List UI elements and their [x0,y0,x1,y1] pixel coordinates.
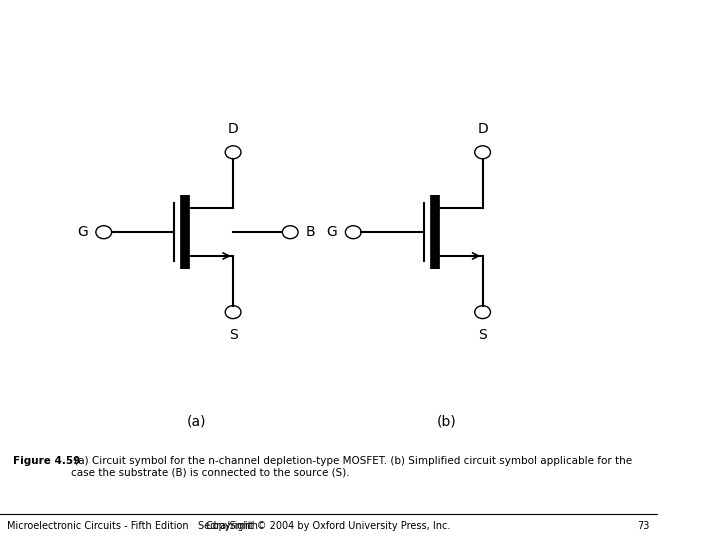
Text: (a) Circuit symbol for the n-channel depletion-type MOSFET. (b) Simplified circu: (a) Circuit symbol for the n-channel dep… [71,456,632,478]
Text: Copyright © 2004 by Oxford University Press, Inc.: Copyright © 2004 by Oxford University Pr… [206,521,451,531]
Text: Figure 4.59: Figure 4.59 [13,456,81,467]
Text: D: D [228,122,238,136]
Text: (a): (a) [187,414,207,428]
Text: G: G [327,225,338,239]
Text: Microelectronic Circuits - Fifth Edition   Sedra/Smith: Microelectronic Circuits - Fifth Edition… [6,521,258,531]
Text: D: D [477,122,488,136]
Text: S: S [229,328,238,342]
Text: B: B [306,225,315,239]
Text: (b): (b) [436,414,456,428]
Text: G: G [77,225,88,239]
Text: 73: 73 [638,521,650,531]
Text: S: S [478,328,487,342]
